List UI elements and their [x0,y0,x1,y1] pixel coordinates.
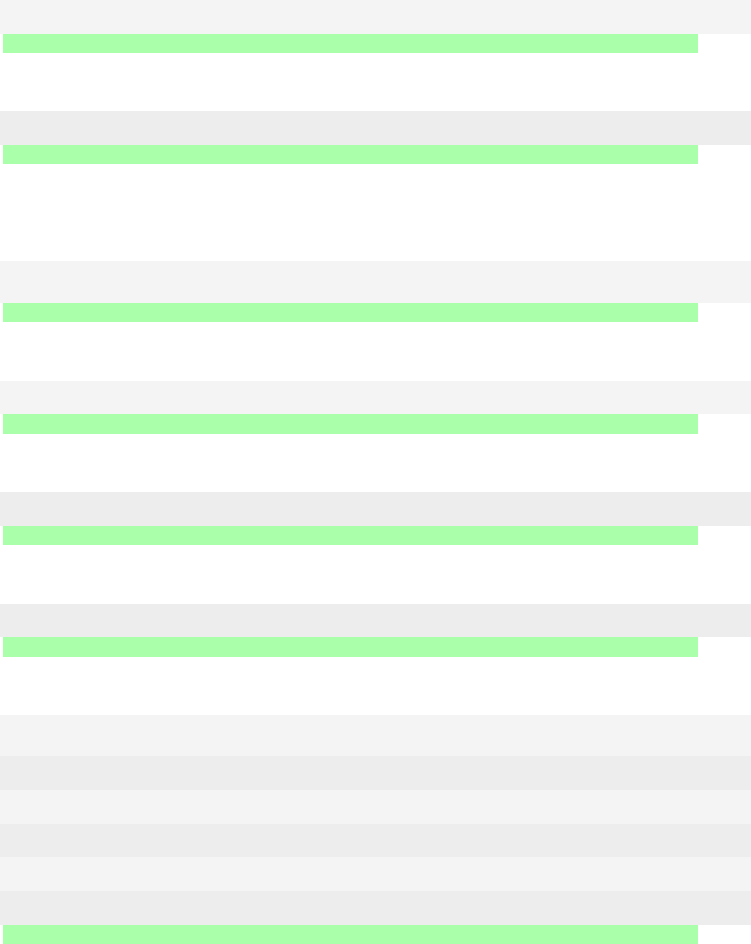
row-4 [0,824,751,857]
highlight-bar-2 [3,145,698,164]
highlight-bar-1 [3,34,698,53]
row-5 [0,857,751,891]
row-6 [0,891,751,925]
section-header-1 [0,0,751,34]
highlight-bar-6 [3,637,698,657]
row-1 [0,715,751,756]
section-header-4 [0,381,751,414]
highlight-bar-3 [3,303,698,322]
section-header-2 [0,111,751,145]
highlight-bar-5 [3,526,698,545]
highlight-bar-7 [3,925,698,944]
row-3 [0,790,751,824]
highlight-bar-4 [3,414,698,434]
section-header-3 [0,261,751,303]
row-2 [0,756,751,790]
section-header-5 [0,492,751,526]
section-header-6 [0,604,751,637]
